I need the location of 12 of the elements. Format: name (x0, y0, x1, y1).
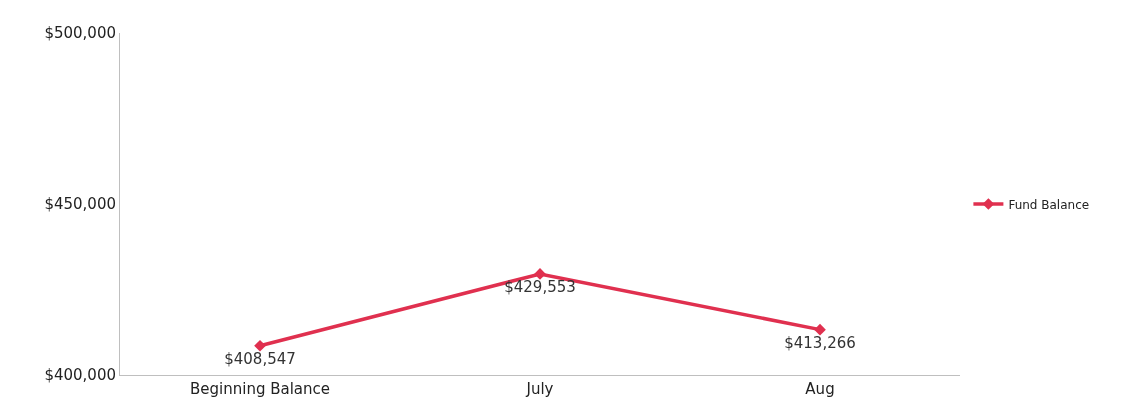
y-tick-label: $400,000 (44, 366, 116, 385)
y-tick-label: $500,000 (44, 24, 116, 43)
text: $408,547 (224, 349, 296, 368)
text: $429,553 (504, 277, 576, 296)
x-tick-label: Beginning Balance (189, 380, 331, 398)
x-tick-label: Aug (805, 380, 835, 398)
text: $413,266 (784, 333, 856, 352)
legend-label: Fund Balance (1008, 197, 1090, 212)
y-tick-label: $450,000 (44, 195, 116, 214)
point (254, 339, 266, 352)
point (814, 323, 826, 336)
x-tick-label: July (525, 380, 554, 398)
